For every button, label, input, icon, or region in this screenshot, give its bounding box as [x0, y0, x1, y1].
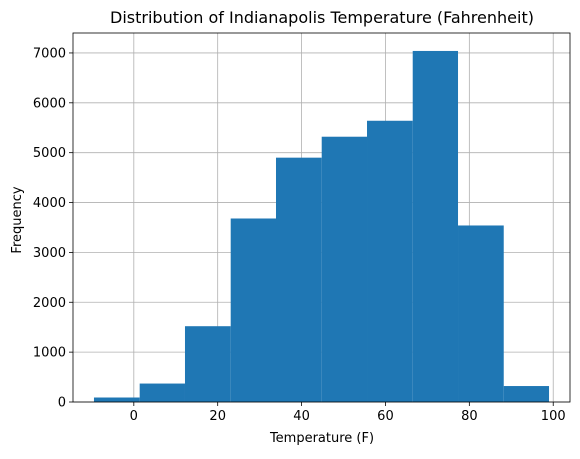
x-tick-label-4: 80 — [461, 409, 478, 424]
x-tick-label-5: 100 — [541, 409, 566, 424]
y-tick-label-5: 5000 — [33, 146, 66, 161]
y-tick-label-0: 0 — [58, 396, 66, 411]
x-axis-label: Temperature (F) — [269, 431, 374, 446]
y-tick-label-7: 7000 — [33, 46, 66, 61]
chart-title: Distribution of Indianapolis Temperature… — [110, 8, 534, 27]
grid-layer — [73, 33, 570, 403]
y-tick-label-2: 2000 — [33, 296, 66, 311]
y-axis-label: Frequency — [10, 186, 25, 253]
histogram-bar-2 — [184, 326, 231, 402]
x-tick-label-2: 40 — [293, 409, 310, 424]
histogram-bar-3 — [230, 218, 276, 402]
x-tick-label-1: 20 — [209, 409, 226, 424]
histogram-bar-6 — [367, 120, 413, 403]
axes-layer — [72, 32, 571, 403]
y-tick-label-3: 3000 — [33, 246, 66, 261]
histogram-bar-4 — [275, 157, 322, 402]
histogram-bar-8 — [458, 225, 504, 402]
histogram-bar-7 — [412, 50, 459, 402]
plot-frame — [72, 32, 571, 403]
y-tick-label-6: 6000 — [33, 96, 66, 111]
x-tick-label-0: 0 — [130, 409, 138, 424]
y-tick-label-1: 1000 — [33, 346, 66, 361]
histogram-bar-1 — [139, 383, 185, 402]
x-tick-label-3: 60 — [377, 409, 394, 424]
histogram-bar-9 — [503, 386, 550, 402]
bars-layer — [93, 50, 550, 403]
histogram-bar-0 — [93, 397, 140, 402]
histogram-bar-5 — [321, 136, 368, 402]
y-tick-label-4: 4000 — [33, 196, 66, 211]
ticks-layer: 0 20 40 60 80 1000100020003000400050006000700… — [33, 46, 566, 424]
